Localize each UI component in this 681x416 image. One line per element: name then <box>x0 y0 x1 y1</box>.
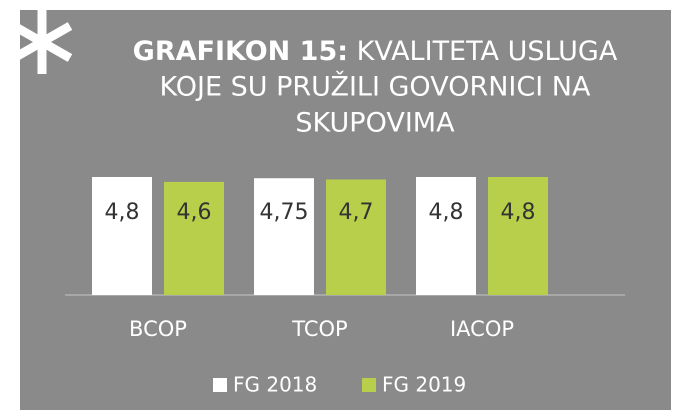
data-label: 4,6 <box>177 200 212 225</box>
data-label: 4,8 <box>105 200 140 225</box>
x-tick-label: BCOP <box>129 317 187 341</box>
bar <box>92 177 152 295</box>
bar <box>326 179 386 295</box>
bar <box>254 178 314 295</box>
bar <box>164 181 224 295</box>
title-line: KOJE SU PRUŽILI GOVORNICI NA <box>160 71 591 103</box>
legend-swatch <box>213 378 227 392</box>
x-tick-label: TCOP <box>291 317 347 341</box>
data-label: 4,7 <box>339 200 374 225</box>
data-label: 4,8 <box>429 200 464 225</box>
asterisk-icon <box>11 10 73 74</box>
title-bold: GRAFIKON 15: <box>133 36 348 67</box>
title-line: SKUPOVIMA <box>295 108 455 139</box>
data-label: 4,8 <box>501 200 536 225</box>
data-label: 4,75 <box>260 200 309 225</box>
title-line: KVALITETA USLUGA <box>357 36 618 67</box>
bar <box>416 177 476 295</box>
legend-label: FG 2019 <box>382 373 466 397</box>
legend-label: FG 2018 <box>233 373 317 397</box>
chart-title: GRAFIKON 15: KVALITETA USLUGA <box>133 36 618 67</box>
x-tick-label: IACOP <box>450 317 514 341</box>
legend-swatch <box>362 378 376 392</box>
bar <box>488 177 548 295</box>
